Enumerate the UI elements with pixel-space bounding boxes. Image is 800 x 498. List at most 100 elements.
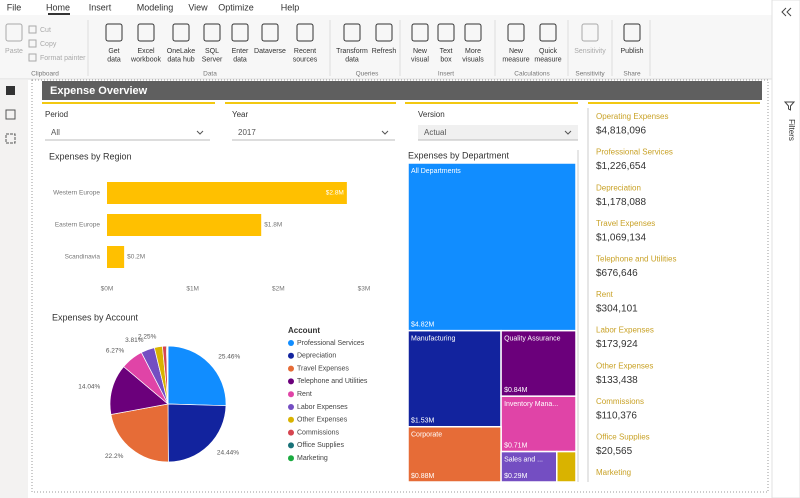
data-label: $0.84M — [504, 387, 528, 394]
ribbon-button[interactable]: workbook — [130, 56, 161, 63]
ribbon-button[interactable]: Sensitivity — [574, 48, 606, 55]
legend-label[interactable]: Other Expenses — [297, 417, 348, 424]
data-label: 6.27% — [106, 348, 125, 355]
legend-marker[interactable] — [288, 442, 294, 449]
ribbon-button[interactable]: Publish — [621, 48, 644, 55]
legend-label[interactable]: Travel Expenses — [297, 365, 349, 372]
ribbon-button[interactable]: Format painter — [40, 55, 86, 62]
report-view-icon[interactable] — [6, 86, 15, 95]
treemap-tile[interactable] — [556, 450, 577, 483]
slicer-chevron[interactable] — [564, 130, 572, 135]
ribbon-button[interactable]: New — [413, 48, 428, 55]
legend-marker[interactable] — [288, 429, 294, 436]
legend-marker[interactable] — [288, 455, 294, 462]
slicer-value[interactable]: Actual — [424, 128, 446, 137]
legend-marker[interactable] — [288, 391, 294, 398]
data-label: $0.2M — [127, 254, 145, 261]
treemap-tile[interactable] — [500, 395, 577, 453]
legend-marker[interactable] — [288, 365, 294, 372]
model-view-icon[interactable] — [5, 133, 16, 144]
treemap-tile[interactable] — [407, 329, 502, 428]
slicer-chevron[interactable] — [381, 130, 389, 135]
slicer-chevron[interactable] — [196, 130, 204, 135]
legend-marker[interactable] — [288, 352, 294, 359]
card-value: $1,178,088 — [596, 197, 646, 208]
menu-item[interactable]: Home — [46, 2, 70, 12]
menu-item[interactable]: Optimize — [218, 2, 254, 12]
treemap-tile[interactable] — [407, 425, 502, 483]
expand-icon[interactable] — [781, 7, 792, 17]
slicer-label[interactable]: Year — [232, 110, 249, 119]
treemap-tile[interactable] — [500, 329, 577, 397]
slicer-value[interactable]: 2017 — [238, 128, 256, 137]
menu-item[interactable]: Help — [281, 2, 300, 12]
legend-label[interactable]: Depreciation — [297, 353, 336, 360]
ribbon-icon — [203, 23, 221, 42]
filters-pane-label[interactable]: Filters — [787, 119, 796, 141]
slicer-value[interactable]: All — [51, 128, 60, 137]
ribbon-button[interactable]: measure — [502, 56, 529, 63]
ribbon-button[interactable]: New — [509, 48, 524, 55]
ribbon-button[interactable]: Cut — [40, 27, 51, 34]
ribbon-group-label: Queries — [356, 71, 380, 78]
menu-item[interactable]: File — [7, 2, 22, 12]
ribbon-icon — [411, 23, 429, 42]
ribbon-button[interactable]: Recent — [294, 48, 316, 55]
ribbon-button[interactable]: Get — [108, 48, 119, 55]
filter-icon — [783, 101, 796, 111]
slicer-box[interactable] — [418, 125, 578, 140]
slicer-label[interactable]: Period — [45, 110, 68, 119]
legend-marker[interactable] — [288, 416, 294, 423]
bar — [107, 214, 262, 236]
ribbon-button[interactable]: Server — [202, 56, 223, 63]
legend-marker[interactable] — [288, 378, 294, 385]
ribbon-group-label: Clipboard — [31, 71, 59, 78]
ribbon-button[interactable]: Enter — [232, 48, 249, 55]
ribbon-button[interactable]: data — [233, 56, 247, 63]
ribbon-group-label: Sensitivity — [575, 71, 605, 78]
ribbon-button[interactable]: Copy — [40, 41, 57, 48]
ribbon-button[interactable]: data hub — [167, 56, 194, 63]
treemap-tile[interactable] — [407, 162, 577, 332]
ribbon-button[interactable]: OneLake — [167, 48, 196, 55]
ribbon-button[interactable]: visual — [411, 56, 429, 63]
ribbon-button[interactable]: Excel — [137, 48, 155, 55]
ribbon-button[interactable]: visuals — [462, 56, 484, 63]
slicer-label[interactable]: Version — [418, 110, 445, 119]
table-view-icon[interactable] — [5, 109, 16, 120]
ribbon-icon — [5, 23, 23, 42]
ribbon-button[interactable]: More — [465, 48, 481, 55]
legend-label[interactable]: Office Supplies — [297, 442, 344, 449]
legend-label[interactable]: Telephone and Utilities — [297, 378, 368, 385]
menu-item[interactable]: Modeling — [137, 2, 174, 12]
legend-label[interactable]: Professional Services — [297, 340, 365, 347]
legend-marker[interactable] — [288, 404, 294, 410]
card-label: Labor Expenses — [596, 326, 654, 335]
ribbon-button[interactable]: measure — [534, 56, 561, 63]
data-label: $2.8M — [326, 190, 344, 197]
card-label: Telephone and Utilities — [596, 255, 677, 264]
ribbon-button[interactable]: Dataverse — [254, 48, 286, 55]
ribbon-button[interactable]: box — [440, 56, 452, 63]
ribbon-button[interactable]: sources — [293, 56, 318, 63]
ribbon-button[interactable]: Text — [440, 48, 453, 55]
card-label: Professional Services — [596, 148, 673, 157]
ribbon-button[interactable]: Transform — [336, 48, 368, 55]
right-pane — [771, 0, 800, 498]
treemap-tile[interactable] — [500, 450, 558, 483]
ribbon-button[interactable]: Quick — [539, 48, 557, 55]
legend-label[interactable]: Labor Expenses — [297, 404, 348, 411]
menu-item[interactable]: Insert — [89, 2, 112, 12]
legend-label[interactable]: Marketing — [297, 455, 328, 462]
legend-label[interactable]: Rent — [297, 391, 312, 398]
ribbon-button[interactable]: data — [345, 56, 359, 63]
menu-item[interactable]: View — [188, 2, 208, 12]
ribbon-button[interactable]: Refresh — [372, 48, 397, 55]
legend-marker[interactable] — [288, 340, 294, 346]
x-tick-label: $2M — [272, 286, 285, 293]
ribbon-button[interactable]: Paste — [5, 48, 23, 55]
ribbon-button[interactable]: SQL — [205, 48, 219, 55]
legend-title: Account — [288, 326, 320, 335]
legend-label[interactable]: Commissions — [297, 429, 340, 436]
ribbon-button[interactable]: data — [107, 56, 121, 63]
